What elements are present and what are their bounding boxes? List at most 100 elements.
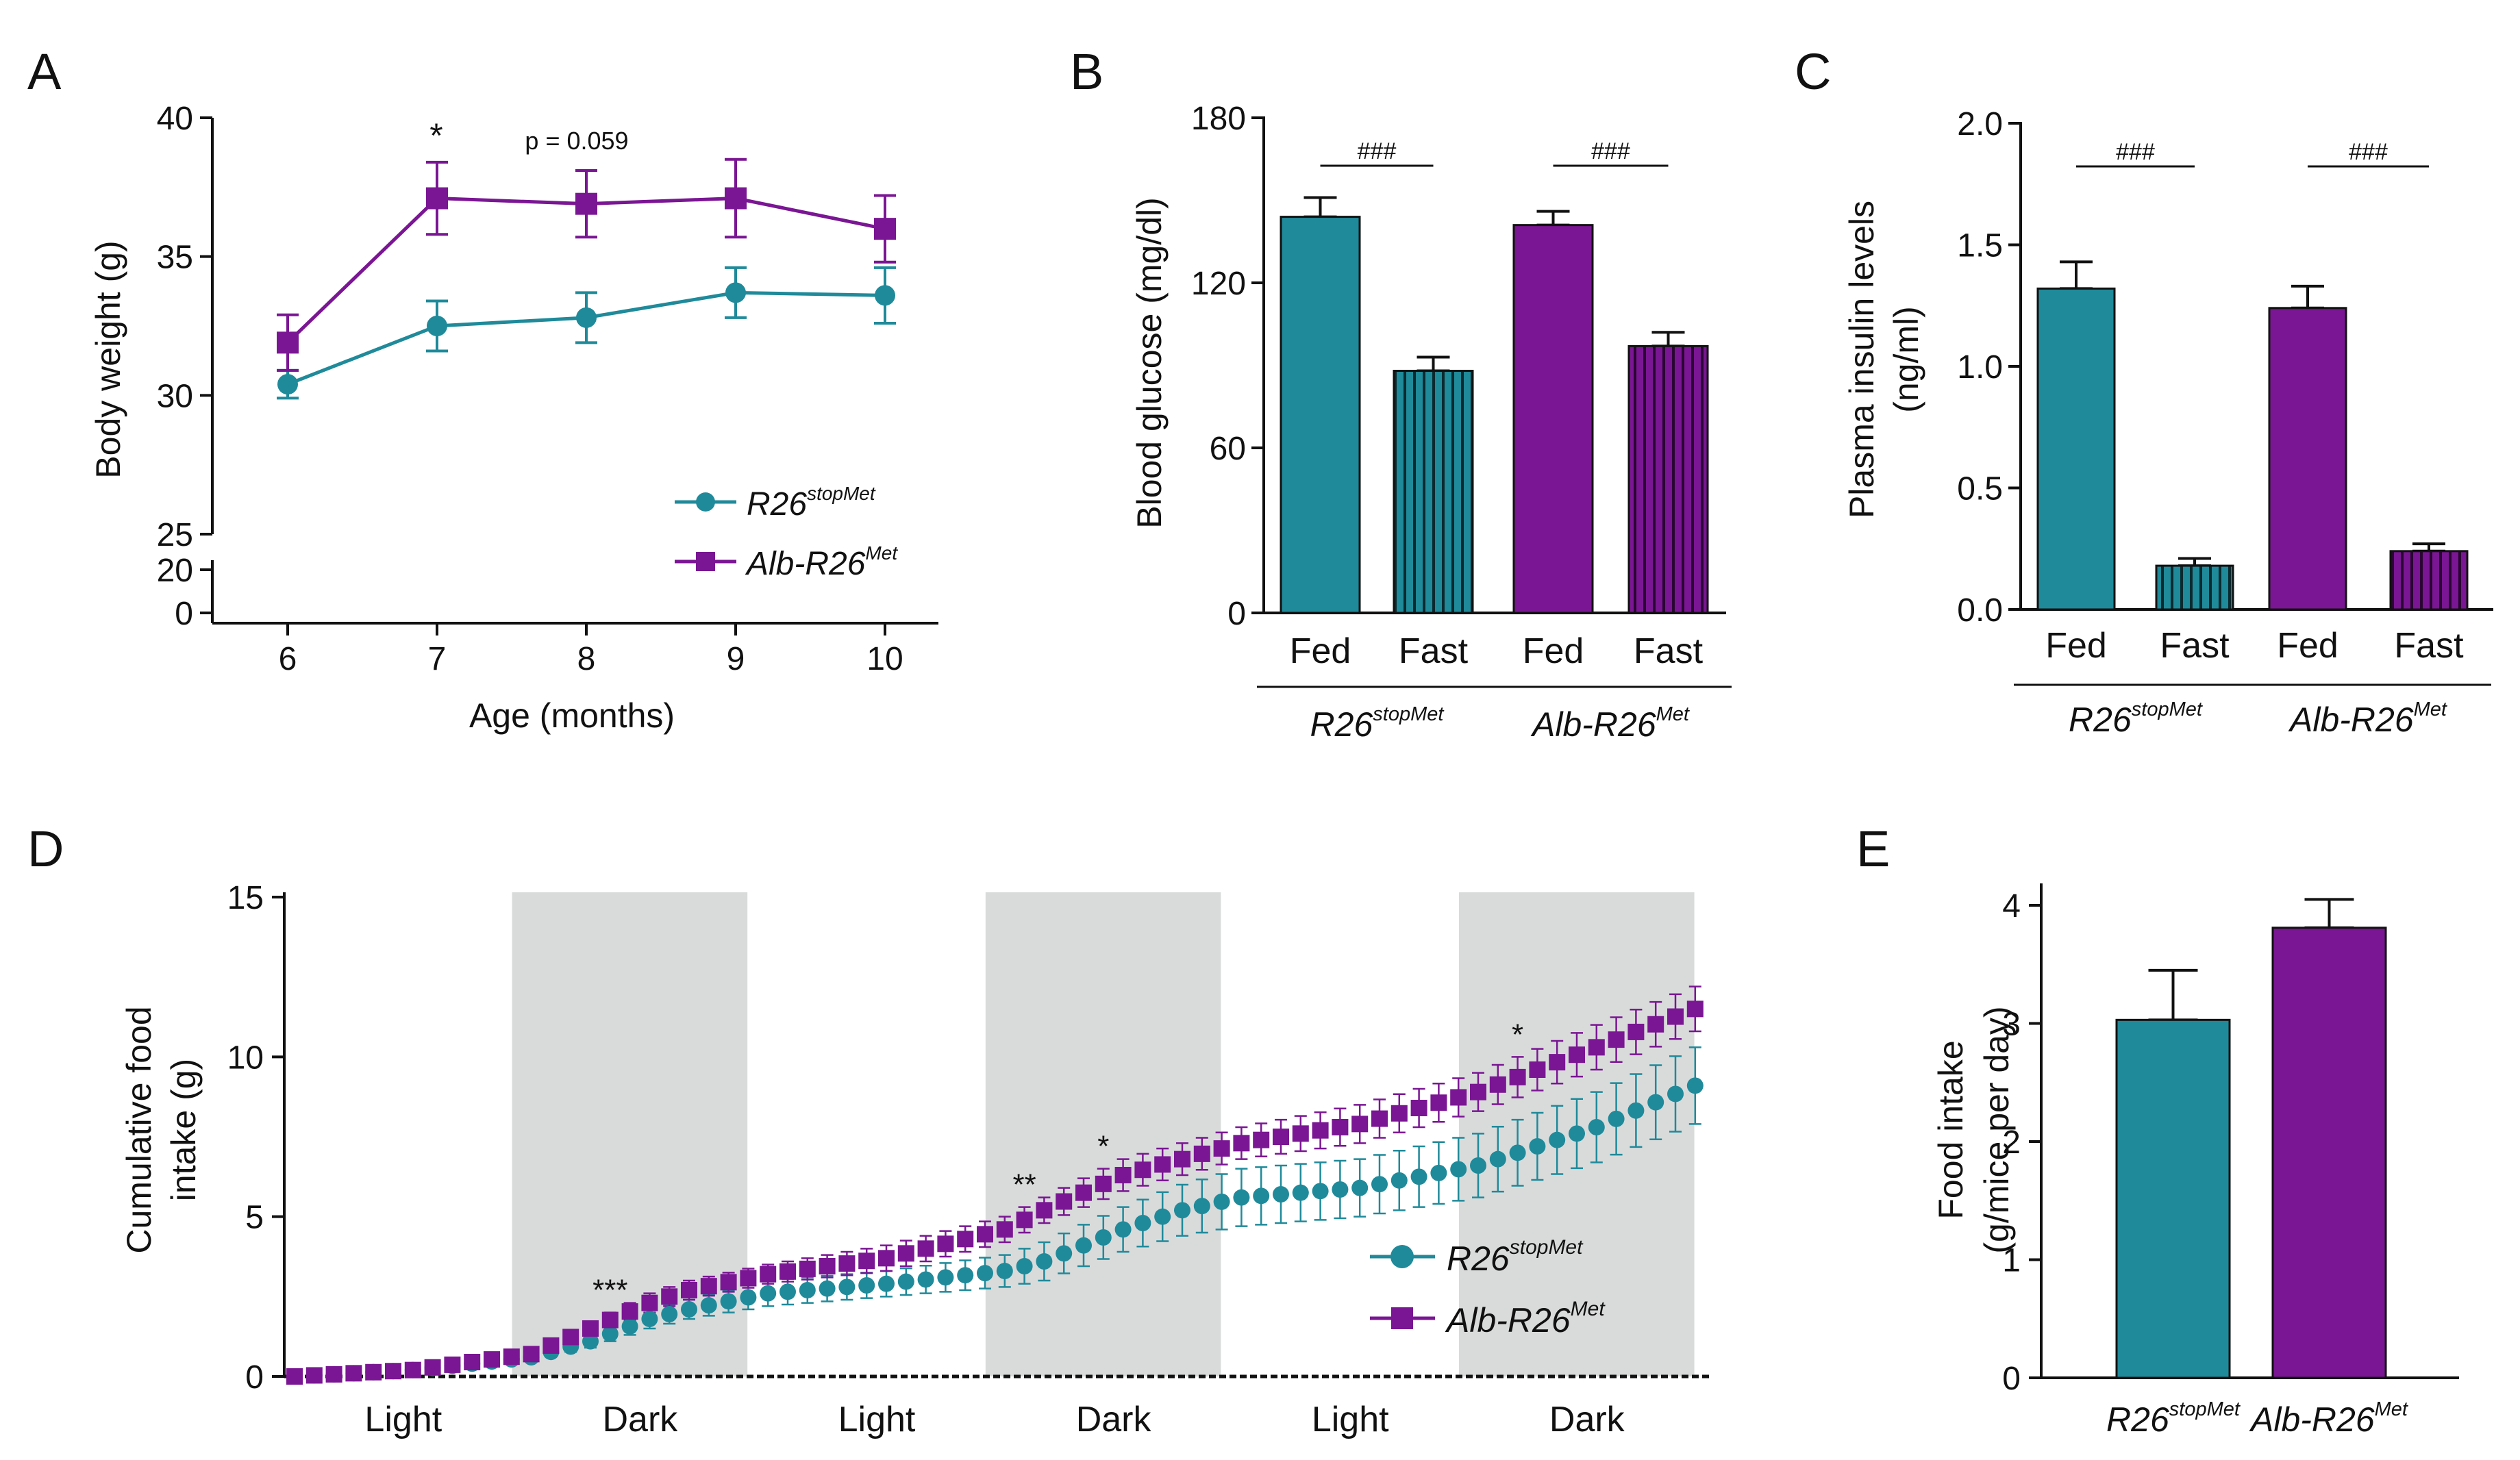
category-label: Fed xyxy=(1523,631,1584,671)
category-label: Fast xyxy=(2394,626,2464,666)
data-point-circle xyxy=(1193,1198,1210,1215)
data-point-circle xyxy=(1351,1179,1369,1196)
data-point-square xyxy=(1686,1000,1704,1018)
data-point-circle xyxy=(1627,1102,1645,1119)
category-label: R26stopMet xyxy=(2106,1398,2241,1439)
y-tick-label: 120 xyxy=(1191,266,1246,302)
y-tick-label: 0 xyxy=(1227,596,1246,632)
bar-fed xyxy=(2268,307,2347,611)
data-point-square xyxy=(937,1235,954,1253)
data-point-circle xyxy=(1549,1131,1566,1148)
data-point-square xyxy=(575,192,597,215)
panel-c-y-axis-label-line1: Plasma insulin levels xyxy=(1843,201,1881,518)
data-point-square xyxy=(1470,1083,1486,1100)
data-point-circle xyxy=(601,1325,619,1342)
dark-period-band xyxy=(985,892,1221,1376)
data-point-circle xyxy=(1095,1229,1112,1246)
data-point-square xyxy=(542,1337,560,1354)
panel-e-food-intake-chart: E Food intake (g/mice per day) 0 1 2 3 4 R26… xyxy=(1856,820,2459,1439)
data-point-square xyxy=(1627,1023,1645,1040)
data-point-circle xyxy=(1588,1119,1605,1135)
data-point-square xyxy=(1667,1008,1684,1025)
significance-star: * xyxy=(1097,1130,1109,1163)
data-point-square xyxy=(720,1274,737,1291)
data-point-circle xyxy=(1253,1187,1270,1205)
panel-a-x-ticks: 6 7 8 9 10 xyxy=(279,623,903,677)
data-point-square xyxy=(1647,1016,1664,1033)
period-label-light: Light xyxy=(1312,1400,1389,1439)
data-point-square xyxy=(740,1270,757,1287)
data-point-square xyxy=(1292,1125,1309,1142)
y-tick-label: 0 xyxy=(2002,1361,2021,1397)
data-point-circle xyxy=(1016,1258,1033,1274)
panel-c-y-ticks: 0.0 0.5 1.0 1.5 2.0 xyxy=(1957,106,2021,629)
data-point-square xyxy=(1332,1119,1349,1135)
data-point-square xyxy=(858,1253,875,1270)
panel-c-category-labels: Fed Fast Fed Fast R26stopMet Alb-R26Met xyxy=(2014,626,2491,739)
data-point-square xyxy=(404,1361,421,1379)
significance-label: ### xyxy=(1358,138,1397,164)
y-tick-label: 0.5 xyxy=(1957,471,2003,507)
y-tick-label: 180 xyxy=(1191,101,1246,137)
data-point-circle xyxy=(897,1273,914,1290)
data-point-square xyxy=(874,218,896,240)
data-point-square xyxy=(1588,1039,1605,1056)
panel-d-significance-marks: ******* xyxy=(592,1018,1523,1307)
bar-fed xyxy=(2036,287,2116,611)
data-point-circle xyxy=(427,316,447,336)
data-point-square xyxy=(562,1329,579,1346)
group-label: R26stopMet xyxy=(2069,698,2204,739)
category-label: Fast xyxy=(1399,631,1469,671)
data-point-circle xyxy=(1509,1144,1526,1161)
panel-a-body-weight-chart: A Body weight (g) Age (months) 25 30 35 40 0… xyxy=(27,43,938,735)
y-tick-label: 2 xyxy=(2002,1124,2021,1161)
y-tick-label: 10 xyxy=(227,1040,264,1076)
data-point-square xyxy=(286,1368,303,1385)
data-point-square xyxy=(1569,1046,1585,1063)
data-point-circle xyxy=(1371,1176,1388,1193)
panel-d-plot-area xyxy=(286,985,1704,1385)
category-label: Alb-R26Met xyxy=(2249,1398,2409,1439)
data-point-square xyxy=(305,1367,323,1384)
period-label-dark: Dark xyxy=(1076,1400,1152,1439)
y-tick-label: 1.5 xyxy=(1957,228,2003,264)
data-point-square xyxy=(1371,1110,1388,1127)
y-tick-label: 25 xyxy=(157,517,193,553)
data-point-circle xyxy=(1608,1110,1625,1127)
data-point-circle xyxy=(1312,1183,1329,1200)
data-point-square xyxy=(1075,1184,1092,1201)
data-point-circle xyxy=(858,1277,875,1294)
x-tick-label: 7 xyxy=(428,641,447,677)
bar-fed xyxy=(1280,216,1361,614)
panel-a-pvalue-annotation: p = 0.059 xyxy=(525,127,628,155)
data-point-square xyxy=(819,1258,836,1274)
x-tick-label: 9 xyxy=(727,641,745,677)
data-point-square xyxy=(725,187,747,210)
data-point-circle xyxy=(996,1263,1013,1279)
panel-d-y-ticks: 0 5 10 15 xyxy=(227,880,284,1396)
significance-label: ### xyxy=(2116,139,2155,165)
y-tick-label: 5 xyxy=(245,1200,264,1236)
period-label-dark: Dark xyxy=(1549,1400,1625,1439)
data-point-square xyxy=(838,1255,856,1272)
data-point-square xyxy=(661,1288,678,1305)
data-point-square xyxy=(365,1363,382,1381)
legend-square-marker-icon xyxy=(1391,1307,1413,1329)
data-point-circle xyxy=(1667,1085,1684,1103)
data-point-circle xyxy=(621,1318,638,1335)
data-point-circle xyxy=(277,374,298,395)
y-tick-label: 1 xyxy=(2002,1243,2021,1279)
y-tick-label: 2.0 xyxy=(1957,106,2003,142)
panel-a-y-ticks: 25 30 35 40 0 20 xyxy=(157,101,212,632)
data-point-circle xyxy=(582,1333,599,1350)
y-tick-label: 4 xyxy=(2002,888,2021,924)
data-point-circle xyxy=(740,1289,757,1306)
data-point-square xyxy=(1529,1061,1546,1078)
data-point-square xyxy=(760,1266,777,1283)
data-point-circle xyxy=(1292,1184,1309,1201)
y-tick-label: 60 xyxy=(1210,431,1246,467)
period-label-dark: Dark xyxy=(603,1400,679,1439)
data-point-circle xyxy=(878,1275,895,1292)
data-point-square xyxy=(277,331,299,354)
